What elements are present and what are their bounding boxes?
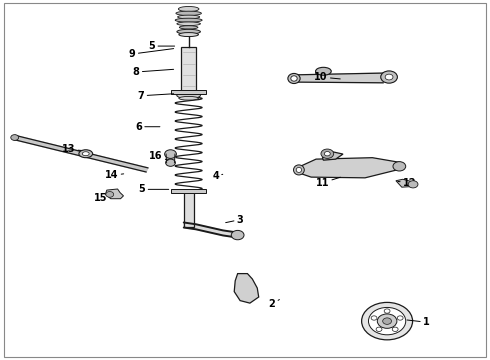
FancyBboxPatch shape [171, 189, 206, 193]
Polygon shape [294, 73, 383, 83]
Ellipse shape [178, 6, 199, 12]
Text: 6: 6 [135, 122, 160, 132]
Polygon shape [14, 135, 148, 172]
Text: 13: 13 [62, 144, 88, 154]
Polygon shape [184, 222, 238, 238]
Text: 16: 16 [149, 150, 168, 161]
FancyBboxPatch shape [171, 90, 206, 94]
Text: 12: 12 [398, 178, 416, 188]
Circle shape [324, 152, 330, 156]
Ellipse shape [296, 167, 301, 172]
Ellipse shape [179, 32, 198, 37]
Circle shape [11, 135, 19, 140]
Text: 8: 8 [133, 67, 173, 77]
Ellipse shape [176, 11, 201, 15]
Ellipse shape [177, 92, 200, 99]
Text: 2: 2 [269, 299, 279, 309]
Circle shape [408, 181, 418, 188]
Text: 10: 10 [314, 72, 340, 82]
Ellipse shape [177, 22, 200, 26]
Text: 15: 15 [94, 193, 112, 203]
Text: 7: 7 [138, 91, 173, 101]
Polygon shape [296, 158, 402, 178]
Ellipse shape [175, 18, 202, 22]
Circle shape [393, 162, 406, 171]
Ellipse shape [288, 73, 300, 84]
Polygon shape [322, 152, 343, 160]
Text: 3: 3 [226, 215, 244, 225]
Circle shape [362, 302, 413, 340]
Polygon shape [105, 189, 123, 199]
Circle shape [376, 327, 382, 332]
Circle shape [383, 318, 392, 324]
Circle shape [397, 316, 403, 320]
Ellipse shape [179, 26, 198, 29]
Text: 5: 5 [139, 184, 169, 194]
Polygon shape [234, 274, 259, 303]
Ellipse shape [79, 150, 93, 158]
Circle shape [384, 309, 390, 313]
Circle shape [321, 149, 334, 158]
Ellipse shape [177, 30, 200, 34]
Text: 4: 4 [212, 171, 223, 181]
Circle shape [392, 327, 398, 332]
Circle shape [385, 74, 393, 80]
Circle shape [231, 230, 244, 240]
Text: 5: 5 [148, 41, 174, 51]
Polygon shape [396, 179, 414, 187]
Circle shape [106, 192, 114, 197]
Polygon shape [166, 154, 175, 163]
Circle shape [165, 150, 176, 158]
Text: 14: 14 [105, 170, 123, 180]
FancyBboxPatch shape [184, 192, 194, 227]
Ellipse shape [316, 67, 331, 75]
Ellipse shape [179, 96, 198, 100]
Text: 9: 9 [129, 49, 173, 59]
Circle shape [368, 307, 406, 335]
Ellipse shape [82, 152, 89, 156]
Text: 1: 1 [407, 317, 430, 327]
Circle shape [166, 159, 175, 166]
Ellipse shape [177, 15, 200, 19]
FancyBboxPatch shape [181, 47, 196, 94]
Ellipse shape [294, 165, 304, 175]
Ellipse shape [291, 76, 297, 81]
Text: 11: 11 [316, 177, 341, 188]
Circle shape [381, 71, 397, 83]
Circle shape [377, 314, 397, 328]
Circle shape [371, 316, 377, 320]
